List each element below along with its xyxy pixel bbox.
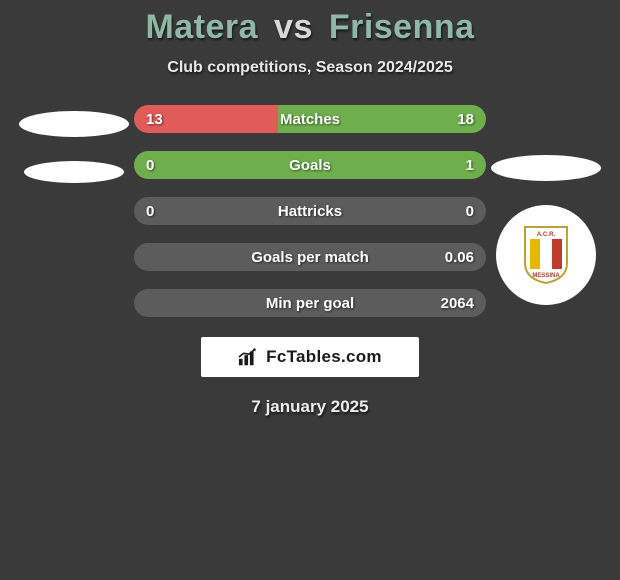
right-ellipse — [491, 155, 601, 181]
stat-value-left: 0 — [146, 203, 154, 220]
stats-area: 13 Matches 18 0 Goals 1 0 Hattricks 0 Goals per m… — [0, 105, 620, 317]
club-logo-right: A.C.R. MESSINA — [496, 205, 596, 305]
stat-value-right: 18 — [457, 111, 474, 128]
stat-row: Min per goal 2064 — [134, 289, 486, 317]
stat-row: 0 Goals 1 — [134, 151, 486, 179]
stat-label: Hattricks — [278, 203, 342, 220]
page-title: Matera vs Frisenna — [145, 8, 474, 47]
stat-value-right: 0.06 — [445, 249, 474, 266]
left-ellipse-1 — [19, 111, 129, 137]
stat-row: 13 Matches 18 — [134, 105, 486, 133]
stat-label: Goals per match — [251, 249, 369, 266]
chart-icon — [238, 347, 260, 367]
stat-value-left: 0 — [146, 157, 154, 174]
vs-label: vs — [274, 8, 313, 46]
stat-label: Goals — [289, 157, 331, 174]
logo-arc-text: A.C.R. — [537, 231, 556, 238]
left-badge-column — [14, 105, 134, 183]
subtitle: Club competitions, Season 2024/2025 — [167, 59, 452, 77]
right-badge-column: A.C.R. MESSINA — [486, 105, 606, 305]
infographic-root: Matera vs Frisenna Club competitions, Se… — [0, 0, 620, 417]
stat-row: Goals per match 0.06 — [134, 243, 486, 271]
brand-box[interactable]: FcTables.com — [201, 337, 419, 377]
player2-name: Frisenna — [329, 8, 475, 46]
stat-label: Matches — [280, 111, 340, 128]
player1-name: Matera — [145, 8, 258, 46]
stat-value-left: 13 — [146, 111, 163, 128]
brand-text: FcTables.com — [266, 347, 382, 367]
date-label: 7 january 2025 — [251, 397, 368, 417]
stat-label: Min per goal — [266, 295, 354, 312]
left-ellipse-2 — [24, 161, 124, 183]
stat-value-right: 2064 — [441, 295, 474, 312]
stat-value-right: 0 — [466, 203, 474, 220]
stat-bars: 13 Matches 18 0 Goals 1 0 Hattricks 0 Goals per m… — [134, 105, 486, 317]
shield-icon: A.C.R. MESSINA — [523, 225, 569, 285]
stat-value-right: 1 — [466, 157, 474, 174]
stat-row: 0 Hattricks 0 — [134, 197, 486, 225]
logo-name: MESSINA — [532, 273, 560, 279]
